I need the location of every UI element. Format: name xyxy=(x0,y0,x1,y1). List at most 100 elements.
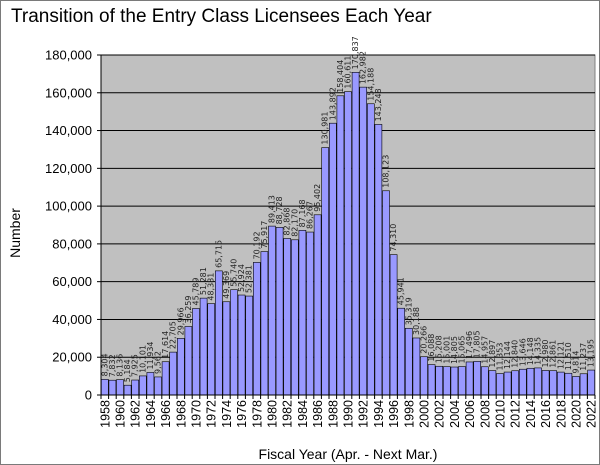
y-tick-label: 60,000 xyxy=(52,274,92,289)
x-tick-label-1972: 1972 xyxy=(205,400,219,428)
data-label-1964: 11,934 xyxy=(146,341,155,369)
data-label-2008: 14,957 xyxy=(480,336,489,364)
x-tick-label-1992: 1992 xyxy=(357,400,371,428)
bar-1996 xyxy=(389,254,398,396)
data-label-1987: 130,981 xyxy=(321,111,330,144)
data-label-2015: 14,335 xyxy=(534,337,543,365)
x-tick-label-1958: 1958 xyxy=(98,400,112,428)
bar-2002 xyxy=(435,365,443,396)
data-label-1978: 70,192 xyxy=(252,231,261,259)
x-tick-label-1968: 1968 xyxy=(174,400,188,428)
data-label-2019: 11,510 xyxy=(564,342,573,370)
bars xyxy=(101,72,595,396)
x-tick-label-2016: 2016 xyxy=(539,400,553,428)
bar-1978 xyxy=(253,262,261,396)
bar-2007 xyxy=(473,361,481,396)
data-label-1959: 7,832 xyxy=(108,354,117,377)
bar-2003 xyxy=(443,366,451,396)
x-tick-label-2012: 2012 xyxy=(509,400,523,428)
data-label-2011: 12,144 xyxy=(503,341,512,369)
bar-2018 xyxy=(557,371,565,396)
data-label-2010: 11,353 xyxy=(496,343,505,371)
x-tick-label-2018: 2018 xyxy=(554,400,568,428)
bar-1981 xyxy=(275,227,284,396)
data-label-1968: 29,966 xyxy=(176,307,185,335)
bar-1998 xyxy=(405,327,413,396)
y-tick-label: 180,000 xyxy=(45,48,92,63)
bar-1990 xyxy=(344,91,352,396)
bar-1984 xyxy=(298,230,307,396)
bar-1972 xyxy=(207,303,215,396)
bar-1969 xyxy=(184,326,193,396)
x-tick-label-1966: 1966 xyxy=(159,400,173,428)
x-tick-label-1994: 1994 xyxy=(372,400,386,428)
bar-2010 xyxy=(496,373,504,396)
bar-1959 xyxy=(108,379,117,396)
bar-1992 xyxy=(359,86,367,396)
data-label-1992: 162,982 xyxy=(359,51,368,84)
x-tick-label-1980: 1980 xyxy=(266,400,280,428)
data-label-2016: 12,980 xyxy=(541,339,550,367)
data-label-2000: 20,266 xyxy=(420,326,429,354)
bar-1970 xyxy=(192,308,200,396)
bar-1986 xyxy=(313,214,322,396)
data-label-2001: 16,088 xyxy=(427,334,436,362)
y-tick-label: 160,000 xyxy=(45,85,92,100)
x-tick-label-1960: 1960 xyxy=(114,400,128,428)
chart-title: Transition of the Entry Class Licensees … xyxy=(11,6,432,27)
data-label-2004: 14,805 xyxy=(450,336,459,364)
bar-2016 xyxy=(541,370,550,396)
data-label-1981: 88,728 xyxy=(275,196,284,224)
bar-1961 xyxy=(123,384,132,396)
data-label-2003: 15,001 xyxy=(442,336,451,364)
bar-2005 xyxy=(458,366,466,396)
data-label-2020: 9,814 xyxy=(572,351,581,374)
x-tick-label-1978: 1978 xyxy=(250,400,264,428)
y-axis-title: Number xyxy=(7,208,23,258)
bar-2019 xyxy=(564,372,573,396)
bar-1966 xyxy=(161,361,170,396)
bar-1964 xyxy=(146,372,155,396)
x-axis-title: Fiscal Year (Apr. - Next Mar.) xyxy=(259,446,438,462)
x-axis-ticks: 1958 1960 1962 1964 1966 1968 1970 1972 1974 1976… xyxy=(98,395,599,428)
data-label-2013: 13,646 xyxy=(518,338,527,366)
data-label-1991: 170,837 xyxy=(351,36,360,69)
x-tick-label-1990: 1990 xyxy=(342,400,356,428)
bar-1991 xyxy=(351,72,360,396)
data-label-2017: 12,861 xyxy=(549,340,558,368)
data-label-1974: 49,369 xyxy=(222,271,231,299)
data-label-2021: 11,237 xyxy=(579,343,588,371)
data-label-1986: 95,402 xyxy=(313,184,322,212)
bar-1979 xyxy=(260,251,269,396)
bar-2008 xyxy=(481,366,489,396)
bar-1982 xyxy=(283,238,291,396)
bar-1965 xyxy=(154,376,162,396)
bar-1963 xyxy=(139,375,147,396)
data-label-1965: 9,562 xyxy=(154,351,163,374)
bar-1971 xyxy=(199,297,208,396)
data-label-1958: 8,304 xyxy=(100,353,109,376)
data-label-1976: 52,924 xyxy=(237,264,246,292)
data-label-2012: 12,840 xyxy=(511,340,520,368)
bar-1977 xyxy=(245,295,253,396)
x-tick-label-1974: 1974 xyxy=(220,400,234,428)
x-tick-label-2004: 2004 xyxy=(448,400,462,428)
bar-2021 xyxy=(579,373,588,396)
bar-1989 xyxy=(336,95,345,396)
x-tick-label-2022: 2022 xyxy=(585,400,599,428)
data-label-1984: 87,168 xyxy=(298,199,307,227)
bar-1976 xyxy=(237,294,246,396)
bar-1968 xyxy=(177,338,185,396)
data-label-1966: 17,614 xyxy=(161,331,170,359)
bar-1975 xyxy=(230,289,238,396)
bar-2001 xyxy=(427,364,436,396)
bar-2009 xyxy=(488,370,497,396)
data-label-1967: 22,705 xyxy=(169,321,178,349)
x-tick-label-1996: 1996 xyxy=(387,400,401,428)
data-label-2009: 12,897 xyxy=(488,340,497,368)
bar-2014 xyxy=(526,367,535,396)
data-label-1998: 35,319 xyxy=(404,297,413,325)
data-label-2005: 15,065 xyxy=(458,336,467,364)
data-label-2002: 15,208 xyxy=(435,335,444,363)
data-label-1980: 89,413 xyxy=(268,195,277,223)
